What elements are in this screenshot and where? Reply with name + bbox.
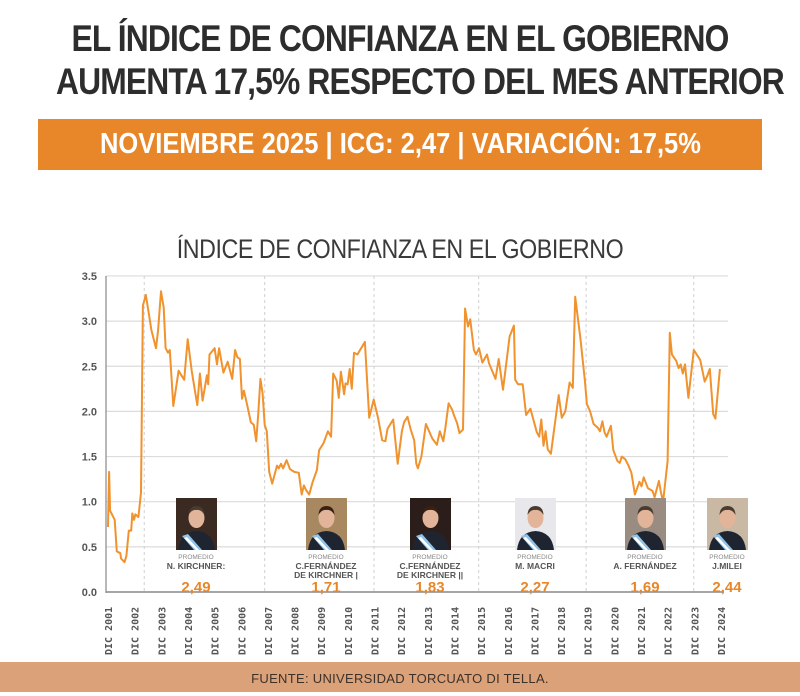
president-portrait-photo: [707, 498, 748, 550]
y-tick-label: 3.0: [82, 316, 97, 328]
y-tick-label: 1.5: [82, 452, 97, 464]
x-tick-label: DIC 2016: [504, 607, 515, 655]
y-tick-label: 2.5: [82, 361, 97, 373]
y-tick-label: 0.0: [82, 587, 97, 599]
president-average-value: 1,69: [630, 580, 659, 595]
x-tick-label: DIC 2023: [690, 607, 701, 655]
president-average-value: 1,71: [311, 580, 340, 595]
x-tick-label: DIC 2009: [317, 607, 328, 655]
x-tick-label: DIC 2010: [344, 607, 355, 655]
x-tick-label: DIC 2001: [104, 607, 115, 655]
x-tick-label: DIC 2013: [424, 607, 435, 655]
president-average-value: 1,83: [415, 580, 444, 595]
x-tick-label: DIC 2011: [371, 607, 382, 655]
x-tick-label: DIC 2017: [530, 607, 541, 655]
y-tick-label: 3.5: [82, 271, 97, 283]
source-footer: FUENTE: UNIVERSIDAD TORCUATO DI TELLA.: [0, 662, 800, 692]
x-tick-label: DIC 2015: [477, 607, 488, 655]
x-tick-label: DIC 2019: [584, 607, 595, 655]
x-tick-label: DIC 2024: [717, 607, 728, 655]
president-average-value: 2,49: [181, 580, 210, 595]
president-portrait-photo: [176, 498, 217, 550]
president-portrait-photo: [625, 498, 666, 550]
x-tick-label: DIC 2005: [211, 607, 222, 655]
president-average-value: 2,44: [712, 580, 741, 595]
president-name: J.MILEI: [712, 562, 742, 571]
x-tick-label: DIC 2014: [450, 607, 461, 655]
president-portrait-photo: [515, 498, 556, 550]
x-tick-label: DIC 2003: [157, 607, 168, 655]
y-tick-label: 0.5: [82, 542, 97, 554]
x-tick-label: DIC 2018: [557, 607, 568, 655]
y-tick-label: 2.0: [82, 406, 97, 418]
president-average-value: 2,27: [520, 580, 549, 595]
y-tick-label: 1.0: [82, 497, 97, 509]
x-tick-label: DIC 2008: [291, 607, 302, 655]
x-tick-label: DIC 2004: [184, 607, 195, 655]
president-portrait-photo: [410, 498, 451, 550]
x-tick-label: DIC 2021: [637, 607, 648, 655]
x-tick-label: DIC 2006: [237, 607, 248, 655]
x-tick-label: DIC 2007: [264, 607, 275, 655]
president-name: N. KIRCHNER:: [167, 562, 226, 571]
president-name: A. FERNÁNDEZ: [613, 562, 676, 571]
x-tick-label: DIC 2022: [664, 607, 675, 655]
x-tick-label: DIC 2020: [610, 607, 621, 655]
president-name: M. MACRI: [515, 562, 555, 571]
x-tick-label: DIC 2002: [131, 607, 142, 655]
president-portrait-photo: [306, 498, 347, 550]
x-tick-label: DIC 2012: [397, 607, 408, 655]
